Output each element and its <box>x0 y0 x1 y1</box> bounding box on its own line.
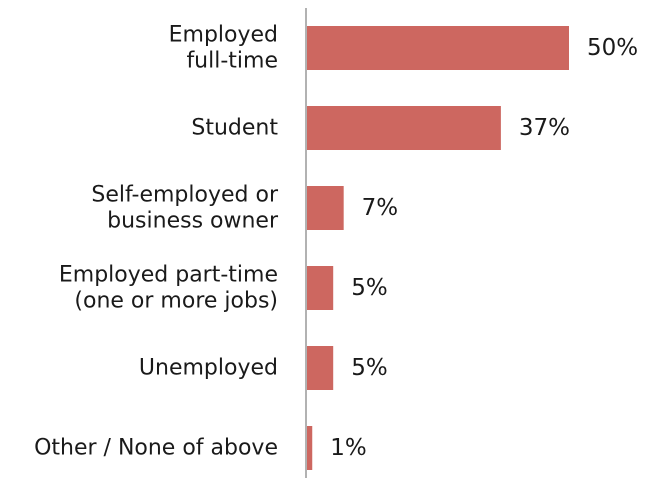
category-label-line: Student <box>191 116 278 141</box>
bar-4 <box>307 346 334 390</box>
category-label-line: Other / None of above <box>34 436 278 461</box>
value-label-5: 1% <box>330 435 367 461</box>
category-label-1: Student <box>191 116 278 141</box>
category-label-line: (one or more jobs) <box>74 289 278 314</box>
value-label-4: 5% <box>351 355 388 381</box>
value-label-2: 7% <box>362 195 399 221</box>
bar-2 <box>307 186 344 230</box>
bar-5 <box>307 426 313 470</box>
category-label-line: full-time <box>186 49 278 74</box>
category-label-line: Self-employed or <box>91 183 279 208</box>
labels-layer: 50% Employed full-time 37% Student 7% Self-emp… <box>34 23 638 462</box>
category-label-line: Employed <box>169 23 278 48</box>
category-label-0: Employed full-time <box>169 23 278 74</box>
category-label-2: Self-employed or business owner <box>91 183 279 234</box>
category-label-3: Employed part-time (one or more jobs) <box>59 263 278 314</box>
bar-3 <box>307 266 334 310</box>
bar-0 <box>307 26 569 70</box>
category-label-line: business owner <box>107 209 279 234</box>
bars-layer <box>307 26 569 470</box>
category-label-5: Other / None of above <box>34 436 278 461</box>
value-label-0: 50% <box>587 35 638 61</box>
category-label-4: Unemployed <box>139 356 278 381</box>
category-label-line: Unemployed <box>139 356 278 381</box>
value-label-3: 5% <box>351 275 388 301</box>
bar-1 <box>307 106 501 150</box>
value-label-1: 37% <box>519 115 570 141</box>
category-label-line: Employed part-time <box>59 263 278 288</box>
